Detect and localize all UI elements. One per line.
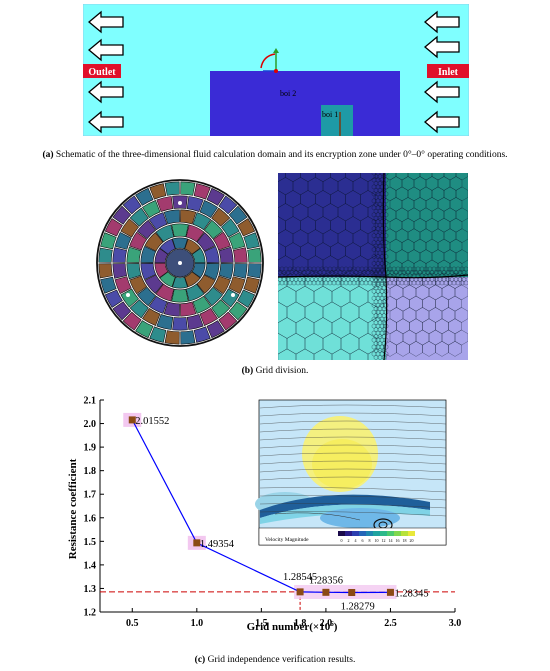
x-axis-label: Grid number(×106) [247, 620, 338, 633]
arrow-left-icon [87, 110, 124, 134]
panel-a: Outlet Inlet boi 2 boi 1 [82, 3, 470, 137]
caption-a-tag: (a) [42, 150, 54, 160]
arrow-left-icon [87, 10, 124, 34]
point-value-label: 1.28545 [283, 572, 317, 583]
axis-triad-icon [260, 48, 279, 73]
refinement-zone-boi1 [321, 105, 353, 136]
colorbar-tick: 8 [369, 538, 371, 543]
velocity-inset: Velocity Magnitude 0 2 4 6 8 10 12 14 16 18 20 [255, 399, 447, 546]
boi2-label: boi 2 [280, 89, 296, 98]
caption-a-text: Schematic of the three-dimensional fluid… [53, 150, 508, 160]
reference-lines: 1.8 [100, 591, 455, 629]
series-line [123, 412, 397, 599]
colorbar-tick: 14 [389, 538, 393, 543]
caption-a: (a) Schematic of the three-dimensional f… [0, 150, 550, 160]
point-value-label: 1.28345 [394, 588, 428, 599]
y-tick-label: 1.3 [84, 584, 97, 595]
inlet-box [427, 64, 469, 78]
arrow-left-icon [423, 35, 460, 59]
x-tick-label: 3.0 [449, 618, 462, 629]
y-tick-label: 2.0 [84, 419, 97, 430]
point-value-label: 1.28356 [309, 575, 343, 586]
refinement-zone-boi2 [210, 71, 400, 136]
arrow-left-icon [87, 38, 124, 62]
y-tick-label: 1.6 [84, 513, 97, 524]
y-tick-label: 1.8 [84, 466, 97, 477]
panel-b-left [90, 173, 270, 353]
point-value-label: 2.01552 [135, 416, 169, 427]
caption-b-text: Grid division. [253, 366, 309, 376]
y-tick-label: 1.4 [84, 560, 97, 571]
series-polyline [131, 419, 391, 594]
colorbar-tick: 4 [355, 538, 357, 543]
panel-c: Velocity Magnitude 0 2 4 6 8 10 12 14 16 18 20 0.5… [60, 384, 480, 652]
reference-x-label: 1.8 [294, 618, 307, 629]
arrow-left-icon [423, 10, 460, 34]
colorbar-tick: 18 [403, 538, 407, 543]
caption-c-text: Grid independence verification results. [205, 655, 356, 665]
panel-b-right [268, 164, 469, 370]
y-tick-label: 2.1 [84, 396, 97, 407]
outflow-arrows [87, 10, 124, 134]
circular-grid [96, 179, 264, 347]
x-tick-label: 1.0 [191, 618, 204, 629]
colorbar-tick: 16 [396, 538, 400, 543]
y-axis-label: Resistance coefficient [67, 458, 79, 559]
caption-b: (b) Grid division. [0, 366, 550, 376]
colorbar-tick: 6 [362, 538, 364, 543]
y-tick-label: 1.5 [84, 537, 97, 548]
outlet-label: Outlet [88, 67, 116, 78]
data-point [322, 588, 330, 596]
data-point [348, 588, 356, 596]
arrow-left-icon [423, 80, 460, 104]
outlet-box [83, 64, 121, 78]
y-tick-label: 1.9 [84, 443, 97, 454]
domain-schematic: Outlet Inlet boi 2 boi 1 [82, 3, 470, 137]
x-tick-label: 2.5 [384, 618, 397, 629]
arrow-left-icon [423, 110, 460, 134]
colorbar-tick: 2 [348, 538, 350, 543]
caption-c: (c) Grid independence verification resul… [0, 655, 550, 665]
arrow-left-icon [87, 80, 124, 104]
data-point [128, 416, 136, 424]
data-point [386, 588, 394, 596]
boi1-label: boi 1 [322, 110, 338, 119]
chart-axes: 0.5 1.0 1.5 2.0 2.5 3.0 1.2 1.3 1.4 1.5 1.6 1.7 1.8 1… [84, 396, 462, 630]
polyhedral-mesh-detail [268, 164, 469, 370]
data-point [296, 588, 304, 596]
grid-independence-chart: Velocity Magnitude 0 2 4 6 8 10 12 14 16 18 20 0.5… [67, 396, 462, 634]
x-tick-label: 0.5 [126, 618, 139, 629]
colorbar-tick: 10 [375, 538, 379, 543]
colorbar-tick: 0 [341, 538, 343, 543]
velocity-colorbar [338, 531, 415, 536]
inlet-label: Inlet [438, 67, 459, 78]
data-point [193, 539, 201, 547]
y-tick-label: 1.7 [84, 490, 97, 501]
x-tick-label: 2.0 [320, 618, 333, 629]
colorbar-tick: 20 [410, 538, 414, 543]
caption-c-tag: (c) [194, 655, 206, 665]
x-tick-label: 1.5 [255, 618, 268, 629]
point-value-label: 1.28279 [341, 601, 375, 612]
inflow-arrows [423, 10, 460, 134]
y-tick-label: 1.2 [84, 608, 97, 619]
colorbar-tick-labels: 0 2 4 6 8 10 12 14 16 18 20 [341, 538, 414, 543]
caption-b-tag: (b) [241, 366, 254, 376]
inset-legend-title: Velocity Magnitude [265, 537, 309, 543]
point-value-label: 1.49354 [200, 539, 235, 550]
colorbar-tick: 12 [382, 538, 386, 543]
